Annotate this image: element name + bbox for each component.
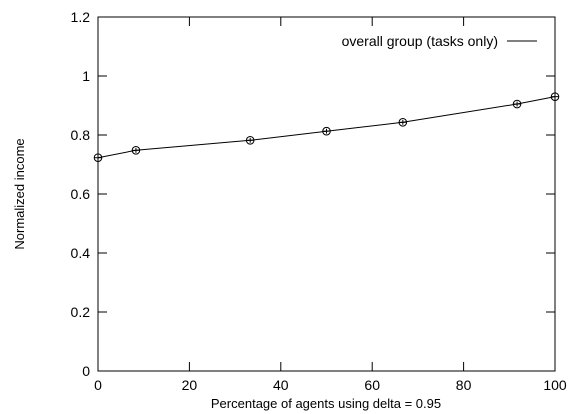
data-point xyxy=(131,146,141,155)
x-tick-label: 100 xyxy=(543,377,567,393)
x-tick-label: 40 xyxy=(273,377,289,393)
y-tick-label: 1 xyxy=(82,68,90,84)
data-point xyxy=(512,99,522,109)
data-point xyxy=(245,136,255,145)
data-point xyxy=(550,92,560,101)
y-tick-label: 0.8 xyxy=(71,127,91,143)
x-axis-label: Percentage of agents using delta = 0.95 xyxy=(211,396,441,411)
x-tick-label: 20 xyxy=(182,377,198,393)
y-tick-label: 0.4 xyxy=(71,245,91,261)
legend-label: overall group (tasks only) xyxy=(342,33,498,49)
series-layer xyxy=(93,92,560,163)
y-tick-label: 0.2 xyxy=(71,304,91,320)
x-tick-label: 80 xyxy=(456,377,472,393)
y-tick-label: 1.2 xyxy=(71,9,91,25)
x-tick-label: 60 xyxy=(364,377,380,393)
y-axis-label: Normalized income xyxy=(12,138,27,249)
y-tick-label: 0.6 xyxy=(71,186,91,202)
plot-frame xyxy=(97,16,556,372)
axis-ticks xyxy=(97,16,556,372)
x-tick-label: 0 xyxy=(94,377,102,393)
y-tick-labels: 0 0.2 0.4 0.6 0.8 1 1.2 xyxy=(71,9,91,379)
legend: overall group (tasks only) xyxy=(342,33,537,49)
data-point xyxy=(322,126,331,136)
data-point xyxy=(93,153,103,163)
x-tick-labels: 0 20 40 60 80 100 xyxy=(94,377,567,393)
data-point xyxy=(398,118,408,127)
y-tick-label: 0 xyxy=(82,363,90,379)
